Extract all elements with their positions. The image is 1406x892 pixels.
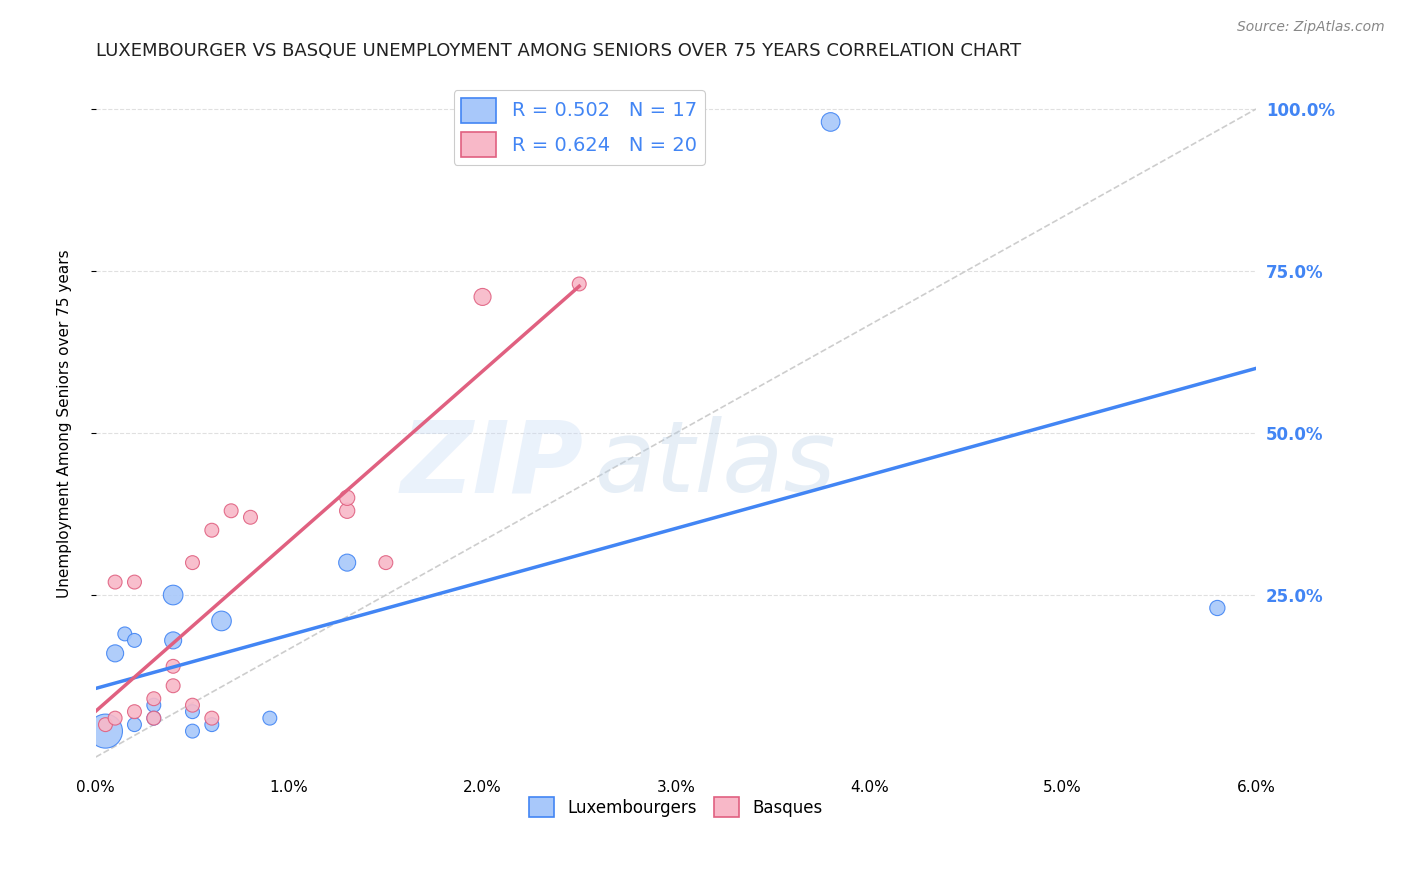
Point	[124, 633, 146, 648]
Point	[142, 691, 165, 706]
Point	[219, 504, 242, 518]
Point	[201, 523, 224, 537]
Point	[239, 510, 262, 524]
Point	[162, 633, 184, 648]
Point	[201, 717, 224, 731]
Point	[201, 711, 224, 725]
Point	[181, 698, 204, 713]
Point	[162, 679, 184, 693]
Text: LUXEMBOURGER VS BASQUE UNEMPLOYMENT AMONG SENIORS OVER 75 YEARS CORRELATION CHAR: LUXEMBOURGER VS BASQUE UNEMPLOYMENT AMON…	[96, 42, 1021, 60]
Text: Source: ZipAtlas.com: Source: ZipAtlas.com	[1237, 20, 1385, 34]
Point	[142, 711, 165, 725]
Point	[471, 290, 494, 304]
Point	[211, 614, 233, 628]
Point	[162, 659, 184, 673]
Point	[568, 277, 591, 291]
Point	[142, 698, 165, 713]
Point	[124, 717, 146, 731]
Point	[104, 711, 127, 725]
Point	[181, 724, 204, 739]
Point	[94, 724, 117, 739]
Y-axis label: Unemployment Among Seniors over 75 years: Unemployment Among Seniors over 75 years	[58, 249, 72, 598]
Point	[374, 556, 396, 570]
Point	[114, 627, 136, 641]
Point	[336, 504, 359, 518]
Point	[181, 705, 204, 719]
Text: atlas: atlas	[595, 417, 837, 514]
Point	[820, 115, 842, 129]
Point	[1206, 601, 1229, 615]
Point	[336, 491, 359, 505]
Point	[259, 711, 281, 725]
Point	[162, 588, 184, 602]
Legend: Luxembourgers, Basques: Luxembourgers, Basques	[523, 790, 830, 824]
Point	[124, 705, 146, 719]
Point	[104, 646, 127, 660]
Point	[94, 717, 117, 731]
Point	[124, 575, 146, 590]
Point	[181, 556, 204, 570]
Point	[142, 711, 165, 725]
Point	[336, 556, 359, 570]
Point	[104, 575, 127, 590]
Text: ZIP: ZIP	[401, 417, 583, 514]
